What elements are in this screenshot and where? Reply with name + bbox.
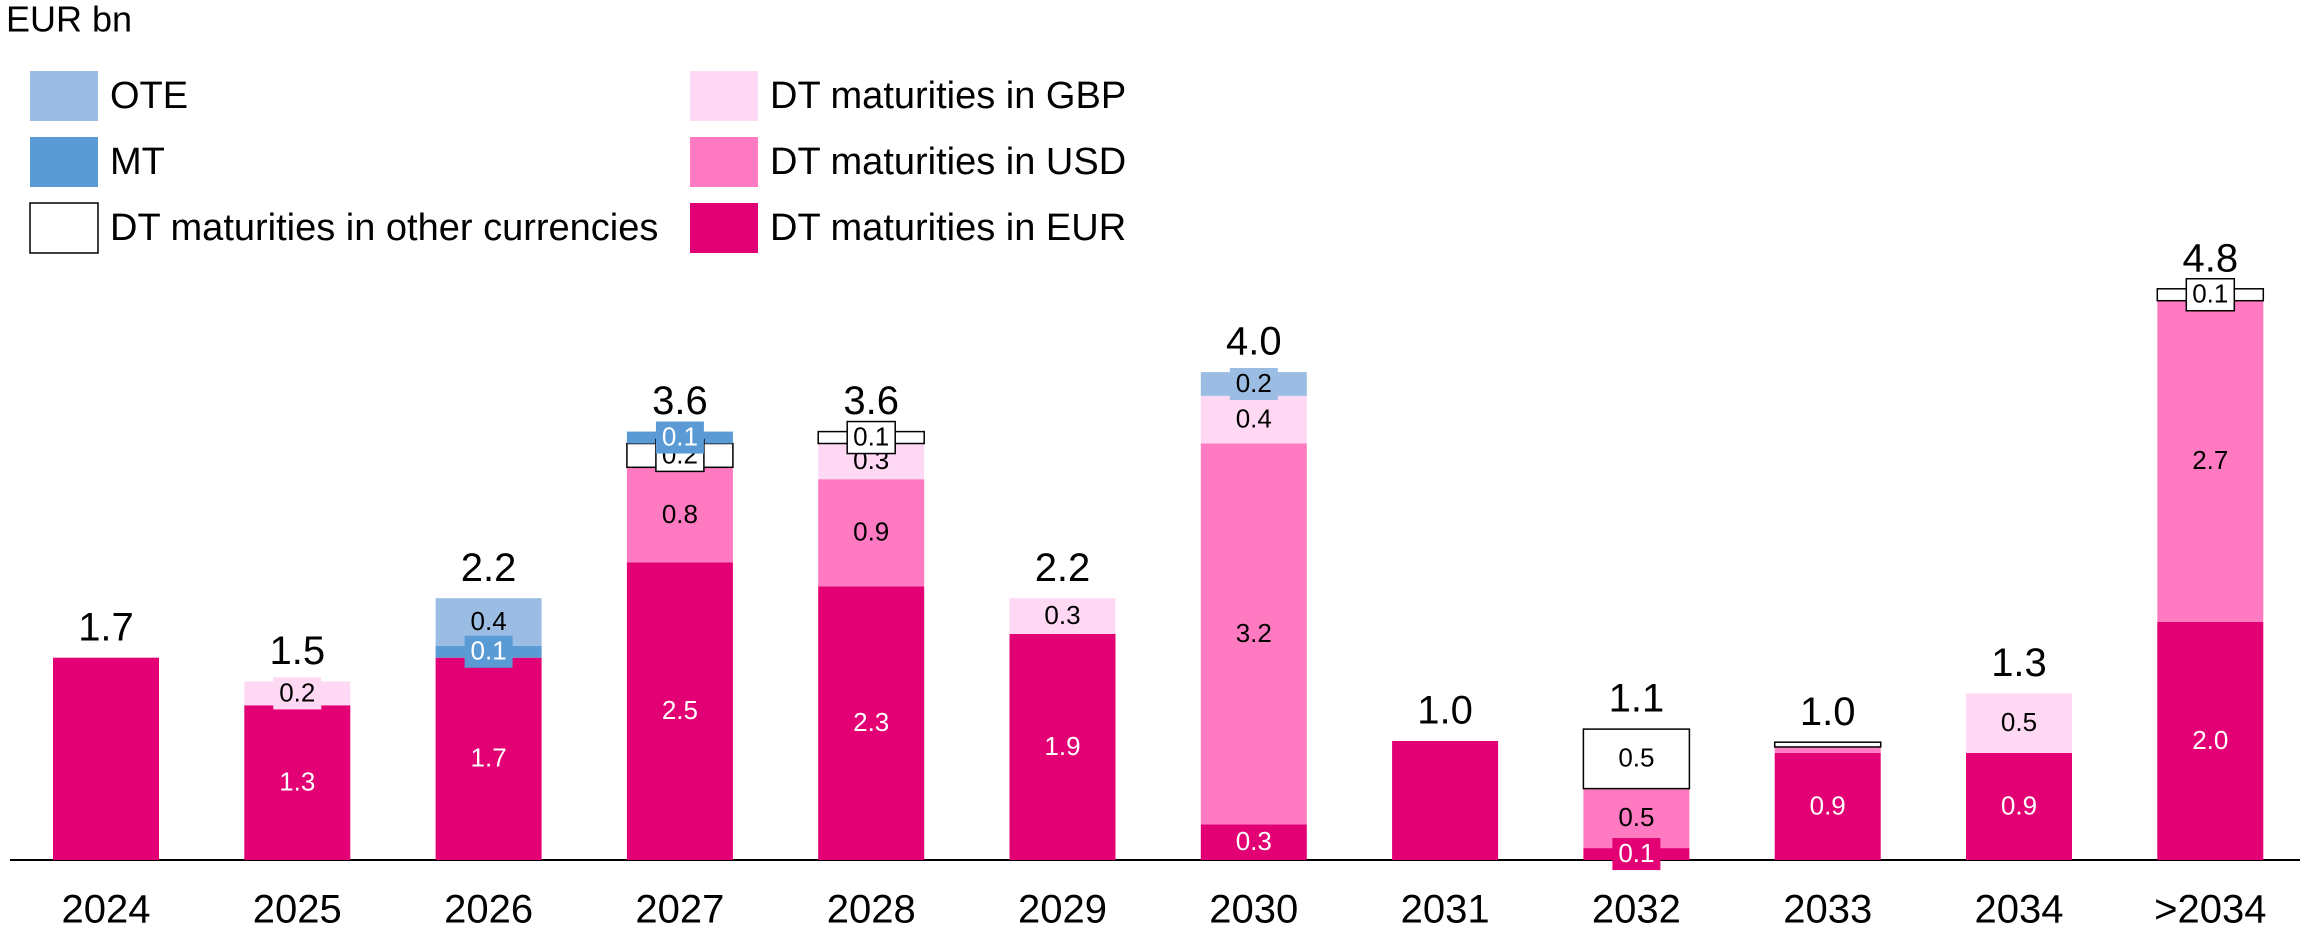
- legend-swatch: [690, 203, 758, 253]
- bar-segment: [1966, 752, 2072, 860]
- bar-segment: [626, 467, 733, 563]
- legend-label: DT maturities in other currencies: [110, 207, 658, 249]
- data-label: 0.1: [662, 421, 698, 451]
- bar-segment: [1774, 746, 1881, 753]
- data-label: 0.3: [1044, 600, 1080, 630]
- data-label: 1.7: [471, 743, 507, 773]
- bar-segment: [53, 657, 159, 860]
- total-label: 2.2: [1035, 546, 1091, 590]
- data-label: 1.3: [279, 767, 315, 797]
- total-label: 3.6: [843, 379, 899, 423]
- data-label: 0.9: [853, 517, 889, 547]
- bar-segment: [244, 705, 351, 860]
- data-label: 0.9: [1810, 790, 1846, 820]
- bar-segment: [435, 657, 542, 860]
- x-tick-label: 2025: [253, 888, 342, 932]
- data-label: 0.9: [2001, 790, 2037, 820]
- data-label: 3.2: [1236, 618, 1272, 648]
- x-tick-label: 2029: [1018, 888, 1107, 932]
- label-box: [1229, 368, 1278, 400]
- bar-segment: [2157, 622, 2264, 860]
- total-label: 1.1: [1609, 677, 1665, 721]
- bar-segment: [818, 586, 925, 860]
- data-label: 1.9: [1044, 731, 1080, 761]
- bar-segment: [1774, 752, 1881, 860]
- bar-segment: [626, 562, 733, 860]
- data-label: 0.5: [1618, 743, 1654, 773]
- total-label: 4.0: [1226, 320, 1282, 364]
- legend-swatch: [29, 202, 99, 254]
- data-label: 0.2: [279, 677, 315, 707]
- legend-swatch: [690, 137, 758, 187]
- x-tick-label: 2032: [1592, 888, 1681, 932]
- data-label: 0.1: [471, 636, 507, 666]
- legend-label: DT maturities in GBP: [770, 75, 1126, 117]
- unit-label: EUR bn: [6, 0, 132, 40]
- total-label: 1.0: [1800, 690, 1856, 734]
- label-box: [2185, 278, 2236, 312]
- bar-segment: [818, 479, 925, 587]
- x-tick-label: 2030: [1209, 888, 1298, 932]
- label-box: [464, 635, 513, 668]
- x-tick-label: 2034: [1975, 888, 2064, 932]
- legend-swatch: [690, 71, 758, 121]
- data-label: 0.4: [1236, 404, 1272, 434]
- x-tick-label: 2024: [62, 888, 151, 932]
- data-label: 2.5: [662, 695, 698, 725]
- bar-segment: [1200, 395, 1307, 444]
- data-label: 0.1: [1618, 838, 1654, 868]
- x-tick-label: 2028: [827, 888, 916, 932]
- total-label: 1.0: [1417, 689, 1473, 733]
- total-label: 2.2: [461, 546, 517, 590]
- bar-segment: [2157, 300, 2264, 622]
- data-label: 0.1: [2192, 279, 2228, 309]
- legend-label: DT maturities in USD: [770, 141, 1126, 183]
- bar-segment: [1966, 693, 2072, 753]
- label-box: [273, 677, 322, 710]
- x-tick-label: >2034: [2154, 888, 2266, 932]
- bar-segment: [1582, 728, 1691, 790]
- legend-label: OTE: [110, 75, 188, 117]
- bar-segment: [1200, 443, 1307, 825]
- legend-label: DT maturities in EUR: [770, 207, 1126, 249]
- data-label: 0.3: [1236, 826, 1272, 856]
- legend-swatch: [30, 71, 98, 121]
- legend-swatch: [30, 137, 98, 187]
- x-tick-label: 2033: [1783, 888, 1872, 932]
- total-label: 3.6: [652, 379, 708, 423]
- x-tick-label: 2027: [635, 888, 724, 932]
- total-label: 4.8: [2182, 236, 2238, 280]
- data-label: 0.4: [471, 606, 507, 636]
- x-tick-label: 2031: [1401, 888, 1490, 932]
- data-label: 0.5: [2001, 707, 2037, 737]
- legend-label: MT: [110, 141, 165, 183]
- data-label: 0.5: [1618, 802, 1654, 832]
- bar-segment: [1009, 598, 1116, 634]
- data-label: 0.8: [662, 499, 698, 529]
- data-label: 2.7: [2192, 445, 2228, 475]
- label-box: [846, 420, 896, 455]
- data-label: 0.2: [1236, 368, 1272, 398]
- bar-segment: [1009, 633, 1116, 860]
- data-label: 2.3: [853, 707, 889, 737]
- bar-segment: [1773, 741, 1882, 748]
- total-label: 1.3: [1991, 641, 2047, 685]
- label-box: [655, 421, 704, 454]
- x-tick-label: 2026: [444, 888, 533, 932]
- total-label: 1.7: [78, 605, 134, 649]
- data-label: 2.0: [2192, 725, 2228, 755]
- data-label: 0.1: [853, 421, 889, 451]
- total-label: 1.5: [269, 629, 325, 673]
- bar-segment: [1392, 741, 1499, 860]
- label-box: [1612, 838, 1661, 871]
- bar-segment: [1200, 824, 1307, 860]
